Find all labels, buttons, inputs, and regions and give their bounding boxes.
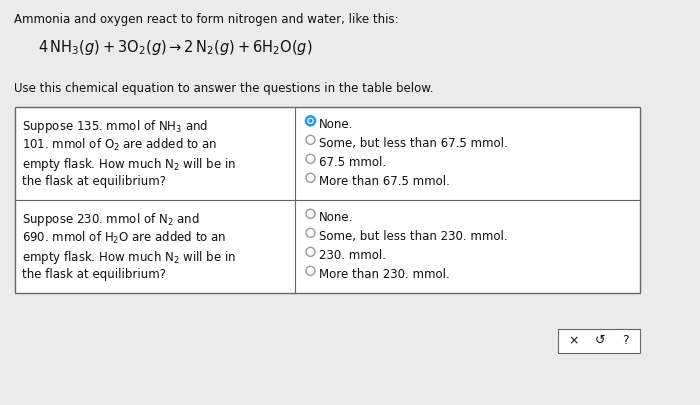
Text: 67.5 mmol.: 67.5 mmol. xyxy=(319,156,386,168)
Circle shape xyxy=(306,248,315,257)
Circle shape xyxy=(306,266,315,276)
Text: None.: None. xyxy=(319,118,354,131)
Text: Use this chemical equation to answer the questions in the table below.: Use this chemical equation to answer the… xyxy=(14,82,433,95)
Text: Some, but less than 67.5 mmol.: Some, but less than 67.5 mmol. xyxy=(319,136,508,149)
Text: ↺: ↺ xyxy=(595,333,606,346)
Text: Suppose 230. mmol of $\mathrm{N_2}$ and: Suppose 230. mmol of $\mathrm{N_2}$ and xyxy=(22,211,200,228)
Text: the flask at equilibrium?: the flask at equilibrium? xyxy=(22,175,166,188)
Text: ×: × xyxy=(568,333,578,346)
Circle shape xyxy=(306,229,315,238)
Text: More than 230. mmol.: More than 230. mmol. xyxy=(319,267,449,280)
FancyBboxPatch shape xyxy=(558,329,640,353)
FancyBboxPatch shape xyxy=(15,108,640,293)
Circle shape xyxy=(306,117,315,126)
Text: the flask at equilibrium?: the flask at equilibrium? xyxy=(22,267,166,280)
Circle shape xyxy=(306,155,315,164)
Text: Some, but less than 230. mmol.: Some, but less than 230. mmol. xyxy=(319,230,508,243)
Text: 101. mmol of $\mathrm{O_2}$ are added to an: 101. mmol of $\mathrm{O_2}$ are added to… xyxy=(22,136,218,153)
Text: $4\,\mathrm{NH_3}(g)+3\mathrm{O_2}(g)\rightarrow 2\,\mathrm{N_2}(g)+6\mathrm{H_2: $4\,\mathrm{NH_3}(g)+3\mathrm{O_2}(g)\ri… xyxy=(38,38,313,57)
Circle shape xyxy=(306,174,315,183)
Text: 230. mmol.: 230. mmol. xyxy=(319,248,386,261)
Text: ?: ? xyxy=(622,333,629,346)
Text: empty flask. How much $\mathrm{N_2}$ will be in: empty flask. How much $\mathrm{N_2}$ wil… xyxy=(22,248,236,265)
Text: 690. mmol of $\mathrm{H_2O}$ are added to an: 690. mmol of $\mathrm{H_2O}$ are added t… xyxy=(22,230,226,245)
Circle shape xyxy=(306,136,315,145)
Circle shape xyxy=(309,119,312,124)
Circle shape xyxy=(306,210,315,219)
Text: Ammonia and oxygen react to form nitrogen and water, like this:: Ammonia and oxygen react to form nitroge… xyxy=(14,13,398,26)
Text: None.: None. xyxy=(319,211,354,224)
Text: More than 67.5 mmol.: More than 67.5 mmol. xyxy=(319,175,450,188)
Text: Suppose 135. mmol of $\mathrm{NH_3}$ and: Suppose 135. mmol of $\mathrm{NH_3}$ and xyxy=(22,118,208,135)
Text: empty flask. How much $\mathrm{N_2}$ will be in: empty flask. How much $\mathrm{N_2}$ wil… xyxy=(22,156,236,173)
